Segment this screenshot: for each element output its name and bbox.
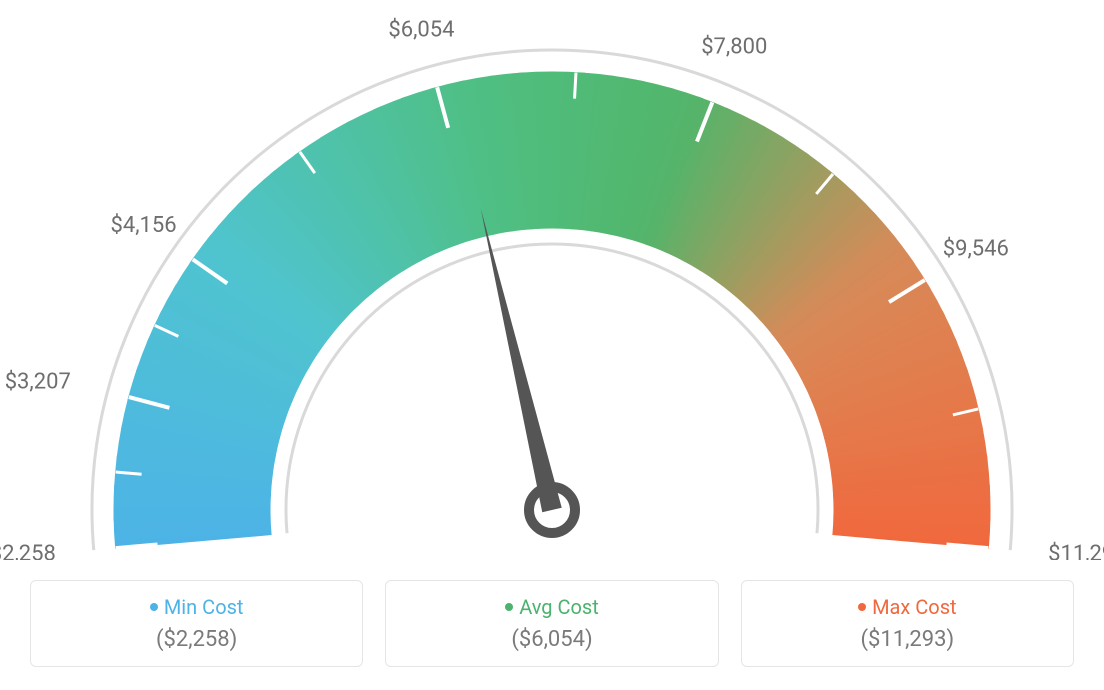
- legend-dot-icon: [858, 603, 866, 611]
- legend-value: ($11,293): [752, 627, 1063, 652]
- legend-title-text: Max Cost: [872, 595, 957, 619]
- gauge-tick-label: $2,258: [0, 541, 56, 560]
- gauge-chart: $2,258 $3,207 $4,156 $6,054 $7,800 $9,546 $11,…: [0, 0, 1104, 560]
- legend-title: Max Cost: [752, 595, 1063, 619]
- gauge-tick-label: $4,156: [110, 213, 176, 238]
- legend-card: Min Cost ($2,258): [30, 580, 363, 667]
- cost-gauge-widget: $2,258 $3,207 $4,156 $6,054 $7,800 $9,546 $11,…: [0, 0, 1104, 690]
- legend-row: Min Cost ($2,258) Avg Cost ($6,054) Max Cost…: [0, 580, 1104, 667]
- legend-value: ($2,258): [41, 627, 352, 652]
- gauge-tick-label: $7,800: [701, 35, 767, 60]
- gauge-tick-label: $11,293: [1048, 541, 1104, 560]
- legend-title-text: Min Cost: [164, 595, 244, 619]
- legend-card: Avg Cost ($6,054): [385, 580, 718, 667]
- gauge-tick-label: $6,054: [388, 17, 454, 42]
- legend-title-text: Avg Cost: [519, 595, 599, 619]
- legend-title: Min Cost: [41, 595, 352, 619]
- gauge-tick-label: $3,207: [5, 370, 71, 395]
- legend-value: ($6,054): [396, 627, 707, 652]
- legend-dot-icon: [505, 603, 513, 611]
- legend-card: Max Cost ($11,293): [741, 580, 1074, 667]
- legend-title: Avg Cost: [396, 595, 707, 619]
- legend-dot-icon: [150, 603, 158, 611]
- gauge-tick-label: $9,546: [943, 237, 1009, 262]
- gauge-needle: [481, 208, 562, 512]
